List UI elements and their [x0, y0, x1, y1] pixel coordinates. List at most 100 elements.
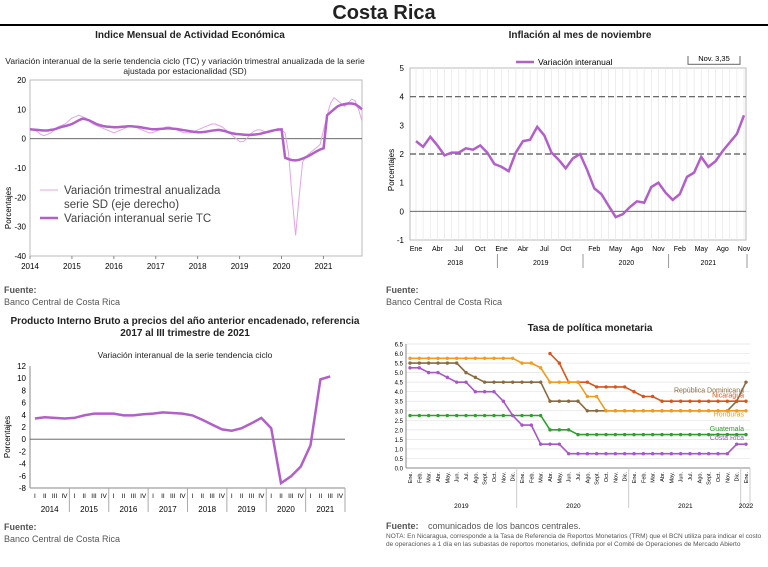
y-tick-label: 8 — [22, 386, 27, 395]
x-tick-label: Abr — [432, 246, 444, 253]
policy-source-label: Fuente: — [386, 521, 419, 531]
series-point-0 — [445, 361, 450, 365]
series-point-3 — [678, 432, 683, 437]
pib-source-label: Fuente: — [4, 522, 37, 532]
series-point-2 — [445, 356, 450, 361]
series-point-3 — [426, 413, 431, 418]
x-tick-label: Ago. — [473, 472, 479, 484]
series-point-2 — [660, 409, 664, 413]
series-point-4 — [716, 451, 720, 456]
y-tick-label: -8 — [19, 484, 27, 493]
y-tick-label: -6 — [19, 472, 27, 481]
x-tick-label: Jun. — [455, 472, 461, 483]
quarter-label: IV — [337, 493, 344, 500]
series-point-3 — [520, 413, 524, 418]
policy-source: comunicados de los bancos centrales. — [428, 521, 581, 531]
series-point-4 — [697, 451, 702, 456]
series-point-3 — [688, 432, 692, 437]
series-point-3 — [417, 413, 422, 418]
series-point-2 — [520, 361, 524, 365]
series-point-1 — [660, 399, 664, 403]
y-tick-label: 3 — [400, 121, 405, 130]
y-axis-label: Porcentajes — [4, 187, 13, 229]
series-point-3 — [408, 413, 412, 418]
quarter-label: I — [231, 493, 233, 500]
year-label: 2020 — [566, 503, 581, 510]
x-tick-label: Ago — [631, 246, 644, 253]
x-tick-label: Ago — [716, 246, 729, 253]
series-point-2 — [426, 356, 431, 361]
page-title: Costa Rica — [0, 0, 768, 26]
series-point-3 — [706, 432, 711, 437]
legend-label-tc: Variación interanual serie TC — [64, 213, 211, 225]
x-tick-label: Abr. — [660, 472, 666, 482]
series-point-3 — [744, 432, 748, 437]
quarter-label: II — [279, 493, 283, 500]
series-point-1 — [632, 389, 636, 394]
series-point-0 — [548, 399, 552, 403]
series-point-4 — [454, 380, 459, 384]
series-point-4 — [725, 451, 730, 456]
x-tick-label: Dic. — [735, 472, 741, 482]
x-tick-label: 2018 — [189, 262, 207, 271]
series-point-0 — [557, 399, 562, 403]
year-label: 2019 — [533, 260, 549, 267]
y-tick-label: 10 — [17, 374, 26, 383]
quarter-label: III — [288, 493, 294, 500]
y-tick-label: -2 — [19, 447, 27, 456]
series-point-1 — [650, 394, 655, 399]
series-point-3 — [734, 432, 739, 437]
policy-note: NOTA: En Nicaragua, corresponde a la Tas… — [386, 533, 762, 548]
series-point-4 — [548, 442, 552, 446]
legend-label-sd-2: serie SD (eje derecho) — [64, 199, 179, 211]
y-tick-label: 20 — [17, 76, 26, 85]
year-label: 2018 — [447, 260, 463, 267]
series-point-2 — [613, 409, 618, 413]
series-point-2 — [678, 409, 683, 413]
series-point-4 — [706, 451, 711, 456]
year-label: 2014 — [41, 505, 59, 514]
year-label: 2021 — [701, 260, 717, 267]
quarter-label: III — [209, 493, 215, 500]
series-point-2 — [557, 380, 562, 384]
quarter-label: I — [113, 493, 115, 500]
series-point-2 — [548, 380, 552, 384]
x-tick-label: Abr. — [436, 472, 442, 482]
legend-label: Variación interanual — [538, 57, 613, 67]
quarter-label: II — [161, 493, 165, 500]
series-point-1 — [557, 361, 562, 365]
quarter-label: I — [34, 493, 36, 500]
quarter-label: II — [43, 493, 47, 500]
series-point-4 — [408, 366, 412, 370]
y-tick-label: 5.5 — [395, 362, 404, 368]
series-label-2: Honduras — [714, 411, 745, 418]
year-label: 2019 — [454, 503, 469, 510]
series-point-3 — [557, 428, 562, 432]
x-tick-label: May — [695, 246, 709, 253]
series-point-0 — [482, 380, 487, 384]
x-tick-label: Nov. — [613, 472, 619, 483]
x-tick-label: Ene — [410, 246, 423, 253]
quarter-label: III — [52, 493, 58, 500]
y-tick-label: 6.5 — [395, 343, 404, 349]
y-tick-label: 5 — [400, 64, 405, 73]
series-point-2 — [436, 356, 440, 361]
year-label: 2021 — [316, 505, 334, 514]
quarter-label: IV — [101, 493, 108, 500]
quarter-label: III — [91, 493, 97, 500]
series-point-4 — [566, 451, 571, 456]
series-point-1 — [585, 380, 590, 384]
series-point-3 — [660, 432, 664, 437]
pib-source: Banco Central de Costa Rica — [4, 534, 121, 544]
x-tick-label: Ene — [495, 246, 508, 253]
x-tick-label: 2020 — [273, 262, 291, 271]
series-point-3 — [445, 413, 450, 418]
series-point-3 — [669, 432, 674, 437]
x-tick-label: Nov — [738, 246, 751, 253]
imae-source-label: Fuente: — [4, 285, 37, 295]
series-point-1 — [548, 351, 552, 356]
x-tick-label: Nov. — [725, 472, 731, 483]
imae-chart: -40 -30 -20 -10 0 10 20 2014 2015 2016 2017 2018 201… — [4, 76, 363, 271]
series-point-3 — [641, 432, 646, 437]
series-point-2 — [622, 409, 627, 413]
